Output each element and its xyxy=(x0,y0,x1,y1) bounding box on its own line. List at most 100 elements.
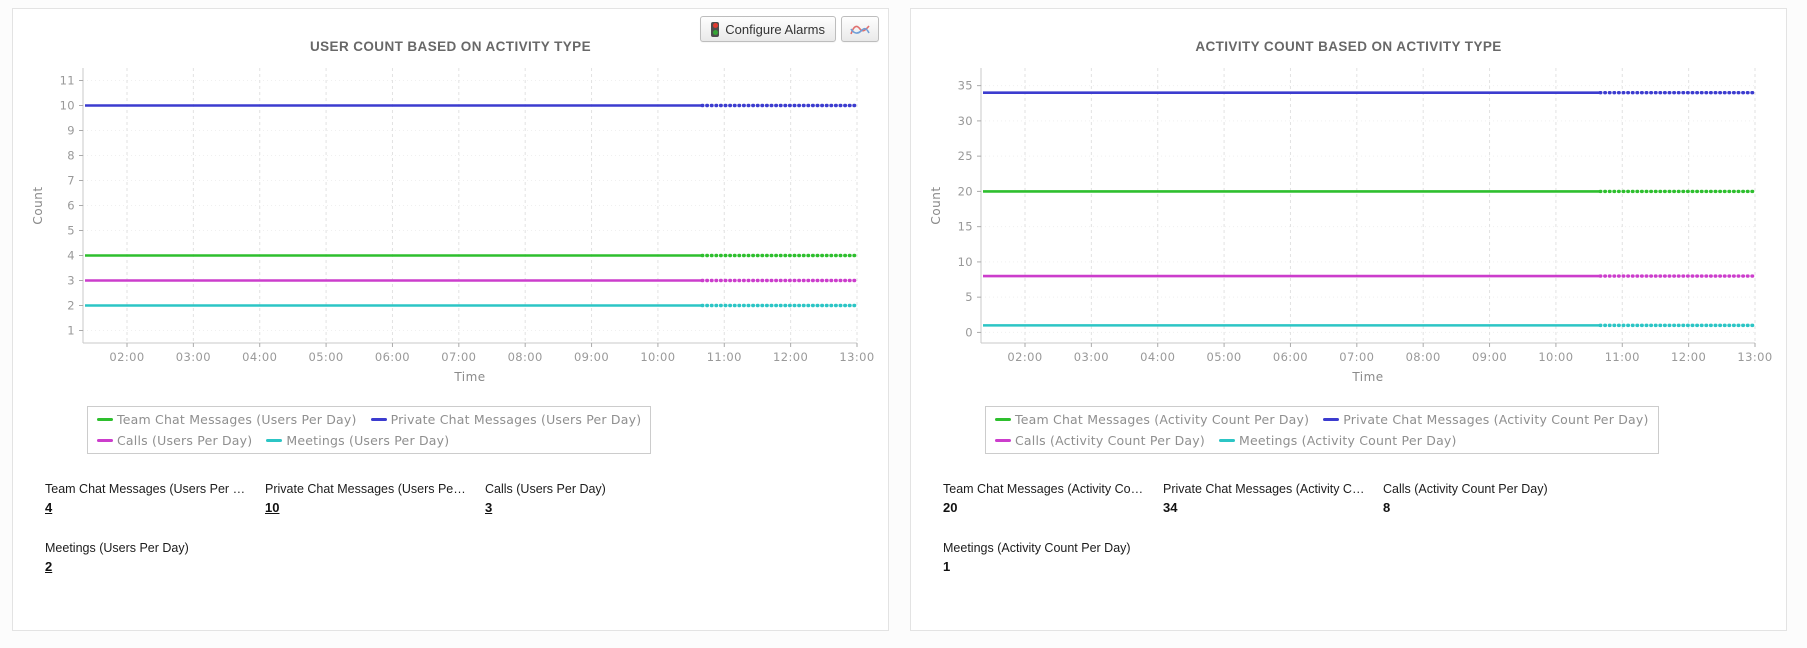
legend-label: Calls (Users Per Day) xyxy=(117,433,253,448)
stat-item: Private Chat Messages (Activity Count Pe… xyxy=(1163,482,1383,517)
stat-value[interactable]: 10 xyxy=(265,500,280,515)
configure-alarms-button[interactable]: Configure Alarms xyxy=(700,16,836,42)
stat-label: Team Chat Messages (Users Per Day) xyxy=(45,482,249,496)
svg-text:02:00: 02:00 xyxy=(109,350,144,364)
chart-legend: Team Chat Messages (Users Per Day) Privat… xyxy=(87,406,652,454)
stat-item: Calls (Users Per Day) 3 xyxy=(485,482,872,517)
chart-canvas: 1 2 3 4 5 6 7 8 9 10 11 02:00 03:00 04:00 05:00 06:00 07… xyxy=(31,68,874,384)
svg-text:7: 7 xyxy=(67,174,75,188)
legend-swatch xyxy=(1323,418,1340,421)
stat-label: Team Chat Messages (Activity Count Per D… xyxy=(943,482,1147,496)
svg-text:06:00: 06:00 xyxy=(1273,350,1308,364)
stat-value[interactable]: 3 xyxy=(485,500,493,515)
svg-text:08:00: 08:00 xyxy=(508,350,543,364)
area-chart-icon xyxy=(850,25,870,35)
stat-item: Calls (Activity Count Per Day) 8 xyxy=(1383,482,1770,517)
stat-label: Calls (Users Per Day) xyxy=(485,482,606,496)
svg-text:07:00: 07:00 xyxy=(1339,350,1374,364)
svg-text:Count: Count xyxy=(31,186,45,224)
legend-row: Team Chat Messages (Activity Count Per D… xyxy=(995,409,1649,430)
legend-swatch xyxy=(97,439,113,442)
svg-text:1: 1 xyxy=(67,324,75,338)
stat-label: Private Chat Messages (Users Per Day) xyxy=(265,482,469,496)
svg-text:0: 0 xyxy=(965,325,973,339)
svg-text:Time: Time xyxy=(453,370,485,384)
svg-text:11:00: 11:00 xyxy=(707,350,742,364)
svg-text:12:00: 12:00 xyxy=(1671,350,1706,364)
svg-text:Time: Time xyxy=(1351,370,1383,384)
svg-text:09:00: 09:00 xyxy=(574,350,609,364)
chart-legend: Team Chat Messages (Activity Count Per D… xyxy=(985,406,1659,454)
legend-swatch xyxy=(370,418,387,421)
chart-toolbar: Configure Alarms xyxy=(700,16,879,42)
traffic-light-icon xyxy=(711,21,720,37)
stat-item: Private Chat Messages (Users Per Day) 10 xyxy=(265,482,485,517)
svg-text:11:00: 11:00 xyxy=(1605,350,1640,364)
legend-swatch xyxy=(97,418,113,421)
svg-text:13:00: 13:00 xyxy=(839,350,874,364)
legend-swatch xyxy=(995,418,1011,421)
line-chart[interactable]: 1 2 3 4 5 6 7 8 9 10 11 02:00 03:00 04:00 05:00 06:00 07… xyxy=(29,60,874,398)
legend-item[interactable]: Meetings (Users Per Day) xyxy=(266,430,449,451)
legend-item[interactable]: Meetings (Activity Count Per Day) xyxy=(1218,430,1457,451)
legend-item[interactable]: Calls (Activity Count Per Day) xyxy=(995,430,1205,451)
configure-alarms-label: Configure Alarms xyxy=(725,21,825,37)
svg-text:03:00: 03:00 xyxy=(1074,350,1109,364)
stat-value[interactable]: 4 xyxy=(45,500,53,515)
stat-label: Meetings (Users Per Day) xyxy=(45,541,189,555)
line-chart[interactable]: 0 5 10 15 20 25 30 35 02:00 03:00 04:00 05:00 06:00 0… xyxy=(927,60,1772,398)
svg-text:10: 10 xyxy=(60,99,75,113)
svg-text:15: 15 xyxy=(958,220,973,234)
legend-item[interactable]: Calls (Users Per Day) xyxy=(97,430,252,451)
chart-type-button[interactable] xyxy=(841,16,879,42)
legend-item[interactable]: Team Chat Messages (Users Per Day) xyxy=(97,409,357,430)
svg-text:35: 35 xyxy=(958,79,973,93)
legend-swatch xyxy=(266,439,283,442)
svg-text:13:00: 13:00 xyxy=(1737,350,1772,364)
svg-text:Count: Count xyxy=(929,186,943,224)
svg-text:10:00: 10:00 xyxy=(1538,350,1573,364)
page-title: ACTIVITY COUNT BASED ON ACTIVITY TYPE xyxy=(1195,39,1502,54)
stat-item: Team Chat Messages (Activity Count Per D… xyxy=(943,482,1163,517)
svg-text:3: 3 xyxy=(67,274,75,288)
stats-grid: Team Chat Messages (Users Per Day) 4 Pri… xyxy=(45,482,872,576)
svg-text:8: 8 xyxy=(67,149,75,163)
stat-label: Meetings (Activity Count Per Day) xyxy=(943,541,1131,555)
stat-item: Meetings (Activity Count Per Day) 1 xyxy=(943,541,1163,576)
svg-text:5: 5 xyxy=(67,224,75,238)
legend-item[interactable]: Private Chat Messages (Users Per Day) xyxy=(370,409,642,430)
svg-text:10:00: 10:00 xyxy=(640,350,675,364)
stat-value: 8 xyxy=(1383,500,1391,515)
svg-text:4: 4 xyxy=(67,249,75,263)
legend-swatch xyxy=(995,439,1011,442)
legend-row: Team Chat Messages (Users Per Day) Privat… xyxy=(97,409,641,430)
legend-label: Team Chat Messages (Activity Count Per D… xyxy=(1015,412,1310,427)
page-title: USER COUNT BASED ON ACTIVITY TYPE xyxy=(310,39,591,54)
green-light-dot xyxy=(712,29,718,35)
svg-text:04:00: 04:00 xyxy=(242,350,277,364)
legend-swatch xyxy=(1218,439,1235,442)
svg-text:20: 20 xyxy=(958,184,973,198)
stat-value[interactable]: 2 xyxy=(45,559,53,574)
legend-label: Team Chat Messages (Users Per Day) xyxy=(117,412,357,427)
legend-item[interactable]: Team Chat Messages (Activity Count Per D… xyxy=(995,409,1309,430)
red-light-dot xyxy=(712,23,718,29)
legend-label: Meetings (Users Per Day) xyxy=(286,433,450,448)
chart-canvas: 0 5 10 15 20 25 30 35 02:00 03:00 04:00 05:00 06:00 0… xyxy=(929,68,1772,384)
svg-text:11: 11 xyxy=(60,74,75,88)
stat-label: Calls (Activity Count Per Day) xyxy=(1383,482,1548,496)
legend-item[interactable]: Private Chat Messages (Activity Count Pe… xyxy=(1323,409,1648,430)
stat-value: 34 xyxy=(1163,500,1178,515)
svg-text:12:00: 12:00 xyxy=(773,350,808,364)
stats-grid: Team Chat Messages (Activity Count Per D… xyxy=(943,482,1770,576)
svg-text:02:00: 02:00 xyxy=(1007,350,1042,364)
svg-text:9: 9 xyxy=(67,124,75,138)
svg-text:09:00: 09:00 xyxy=(1472,350,1507,364)
legend-row: Calls (Users Per Day) Meetings (Users Per… xyxy=(97,430,641,451)
stat-label: Private Chat Messages (Activity Count Pe… xyxy=(1163,482,1367,496)
stat-value: 20 xyxy=(943,500,958,515)
legend-label: Private Chat Messages (Users Per Day) xyxy=(390,412,642,427)
user-count-widget: Configure Alarms USER COUNT BASED ON ACT… xyxy=(12,8,889,631)
svg-text:10: 10 xyxy=(958,255,973,269)
